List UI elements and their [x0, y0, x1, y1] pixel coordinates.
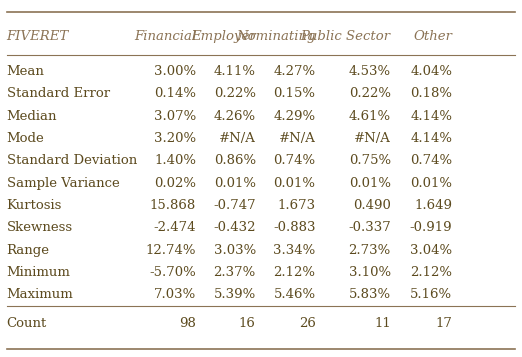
Text: 0.01%: 0.01%	[274, 177, 315, 190]
Text: 0.86%: 0.86%	[213, 155, 256, 167]
Text: Kurtosis: Kurtosis	[7, 199, 62, 212]
Text: 2.12%: 2.12%	[274, 266, 315, 279]
Text: -0.747: -0.747	[213, 199, 256, 212]
Text: 0.75%: 0.75%	[349, 155, 391, 167]
Text: 0.01%: 0.01%	[214, 177, 256, 190]
Text: Public Sector: Public Sector	[301, 30, 391, 43]
Text: 0.490: 0.490	[353, 199, 391, 212]
Text: Range: Range	[7, 244, 50, 257]
Text: 15.868: 15.868	[150, 199, 196, 212]
Text: 5.83%: 5.83%	[349, 288, 391, 301]
Text: 0.74%: 0.74%	[410, 155, 452, 167]
Text: 2.73%: 2.73%	[349, 244, 391, 257]
Text: 4.11%: 4.11%	[214, 65, 256, 78]
Text: -0.919: -0.919	[409, 221, 452, 234]
Text: Nominating: Nominating	[236, 30, 315, 43]
Text: 4.14%: 4.14%	[410, 110, 452, 123]
Text: 0.01%: 0.01%	[349, 177, 391, 190]
Text: 4.04%: 4.04%	[410, 65, 452, 78]
Text: 0.15%: 0.15%	[274, 87, 315, 100]
Text: 4.29%: 4.29%	[274, 110, 315, 123]
Text: 1.649: 1.649	[414, 199, 452, 212]
Text: 0.14%: 0.14%	[154, 87, 196, 100]
Text: #N/A: #N/A	[354, 132, 391, 145]
Text: 0.02%: 0.02%	[154, 177, 196, 190]
Text: #N/A: #N/A	[279, 132, 315, 145]
Text: 4.14%: 4.14%	[410, 132, 452, 145]
Text: -0.883: -0.883	[273, 221, 315, 234]
Text: FIVERET: FIVERET	[7, 30, 69, 43]
Text: 26: 26	[299, 317, 315, 330]
Text: #N/A: #N/A	[219, 132, 256, 145]
Text: Other: Other	[413, 30, 452, 43]
Text: 4.53%: 4.53%	[349, 65, 391, 78]
Text: 0.01%: 0.01%	[410, 177, 452, 190]
Text: 1.40%: 1.40%	[154, 155, 196, 167]
Text: Employer: Employer	[191, 30, 256, 43]
Text: -2.474: -2.474	[153, 221, 196, 234]
Text: 98: 98	[179, 317, 196, 330]
Text: Standard Deviation: Standard Deviation	[7, 155, 137, 167]
Text: 3.04%: 3.04%	[410, 244, 452, 257]
Text: -0.337: -0.337	[348, 221, 391, 234]
Text: 2.37%: 2.37%	[213, 266, 256, 279]
Text: Minimum: Minimum	[7, 266, 70, 279]
Text: -5.70%: -5.70%	[149, 266, 196, 279]
Text: 0.18%: 0.18%	[410, 87, 452, 100]
Text: 12.74%: 12.74%	[146, 244, 196, 257]
Text: Count: Count	[7, 317, 47, 330]
Text: 5.39%: 5.39%	[213, 288, 256, 301]
Text: 3.00%: 3.00%	[154, 65, 196, 78]
Text: 16: 16	[239, 317, 256, 330]
Text: 0.74%: 0.74%	[274, 155, 315, 167]
Text: Mode: Mode	[7, 132, 44, 145]
Text: 2.12%: 2.12%	[410, 266, 452, 279]
Text: Sample Variance: Sample Variance	[7, 177, 120, 190]
Text: Financial: Financial	[134, 30, 196, 43]
Text: 3.20%: 3.20%	[154, 132, 196, 145]
Text: 3.03%: 3.03%	[213, 244, 256, 257]
Text: 0.22%: 0.22%	[349, 87, 391, 100]
Text: 17: 17	[435, 317, 452, 330]
Text: Median: Median	[7, 110, 57, 123]
Text: 3.34%: 3.34%	[274, 244, 315, 257]
Text: 4.26%: 4.26%	[213, 110, 256, 123]
Text: 4.27%: 4.27%	[274, 65, 315, 78]
Text: 3.10%: 3.10%	[349, 266, 391, 279]
Text: 1.673: 1.673	[277, 199, 315, 212]
Text: 11: 11	[374, 317, 391, 330]
Text: 3.07%: 3.07%	[154, 110, 196, 123]
Text: Maximum: Maximum	[7, 288, 73, 301]
Text: 7.03%: 7.03%	[154, 288, 196, 301]
Text: 5.46%: 5.46%	[274, 288, 315, 301]
Text: Skewness: Skewness	[7, 221, 73, 234]
Text: Standard Error: Standard Error	[7, 87, 110, 100]
Text: -0.432: -0.432	[213, 221, 256, 234]
Text: 5.16%: 5.16%	[410, 288, 452, 301]
Text: 4.61%: 4.61%	[349, 110, 391, 123]
Text: 0.22%: 0.22%	[214, 87, 256, 100]
Text: Mean: Mean	[7, 65, 44, 78]
